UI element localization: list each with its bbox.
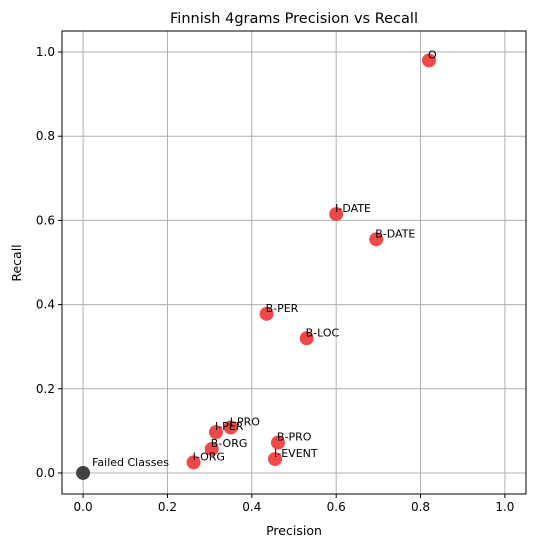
x-tick-label: 1.0 (495, 500, 514, 514)
data-point-label: I-PER (215, 420, 244, 433)
y-axis: 0.0 0.2 0.4 0.6 0.8 1.0 (36, 45, 62, 480)
y-tick-label: 0.8 (36, 129, 55, 143)
data-point-label: I-DATE (335, 202, 371, 215)
data-point-label: B-LOC (306, 326, 340, 339)
data-point (259, 306, 274, 321)
data-point-label: I-EVENT (274, 447, 318, 460)
data-point (76, 465, 91, 480)
data-point (223, 420, 238, 435)
x-tick-label: 0.4 (242, 500, 261, 514)
y-axis-label: Recall (9, 244, 24, 281)
data-point-label: O (428, 48, 437, 61)
grid (62, 31, 526, 494)
y-tick-label: 0.2 (36, 382, 55, 396)
data-point-label: I-PRO (230, 415, 260, 428)
y-tick-label: 0.6 (36, 213, 55, 227)
plot-frame (61, 30, 527, 495)
x-tick-label: 0.2 (158, 500, 177, 514)
data-point-label: I-ORG (193, 450, 225, 463)
y-tick-label: 1.0 (36, 45, 55, 59)
y-tick-label: 0.4 (36, 298, 55, 312)
x-axis-label: Precision (266, 523, 322, 538)
data-point-label: B-ORG (211, 437, 248, 450)
y-tick-label: 0.0 (36, 466, 55, 480)
data-point (186, 455, 201, 470)
data-point-label: Failed Classes (92, 456, 169, 469)
x-axis: 0.0 0.2 0.4 0.6 0.8 1.0 (74, 494, 514, 514)
data-point (299, 331, 314, 346)
x-tick-label: 0.8 (411, 500, 430, 514)
data-point (421, 53, 436, 68)
data-point-label: B-PER (266, 302, 299, 315)
x-tick-label: 0.6 (327, 500, 346, 514)
data-point (208, 425, 223, 440)
data-point (369, 232, 384, 247)
data-point-label: B-PRO (277, 431, 312, 444)
data-point (268, 452, 283, 467)
chart-title: Finnish 4grams Precision vs Recall (170, 11, 418, 27)
x-tick-label: 0.0 (74, 500, 93, 514)
data-point (329, 207, 344, 222)
data-points (76, 53, 436, 480)
data-point-label: B-DATE (375, 227, 415, 240)
data-point (270, 435, 285, 450)
data-point (204, 441, 219, 456)
